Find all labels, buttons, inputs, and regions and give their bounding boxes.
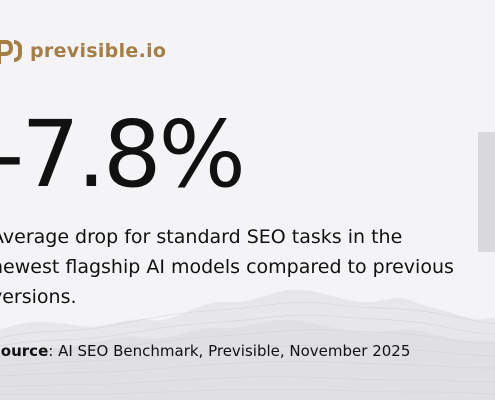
description-line: newest flagship AI models compared to pr… (0, 256, 454, 278)
description-line: versions. (0, 286, 77, 308)
source-text: AI SEO Benchmark, Previsible, November 2… (58, 342, 411, 360)
brand-name: previsible.io (30, 40, 167, 62)
decorative-side-block (478, 132, 495, 252)
previsible-logo-mark-icon (0, 40, 22, 64)
brand-logo: previsible.io (0, 36, 166, 66)
source-label: Source (0, 342, 49, 360)
description-line: Average drop for standard SEO tasks in t… (0, 226, 403, 248)
source-separator: : (48, 342, 59, 360)
headline-stat: -7.8% (0, 101, 246, 208)
source-citation: Source: AI SEO Benchmark, Previsible, No… (0, 341, 410, 361)
stat-description: Average drop for standard SEO tasks in t… (0, 222, 491, 312)
